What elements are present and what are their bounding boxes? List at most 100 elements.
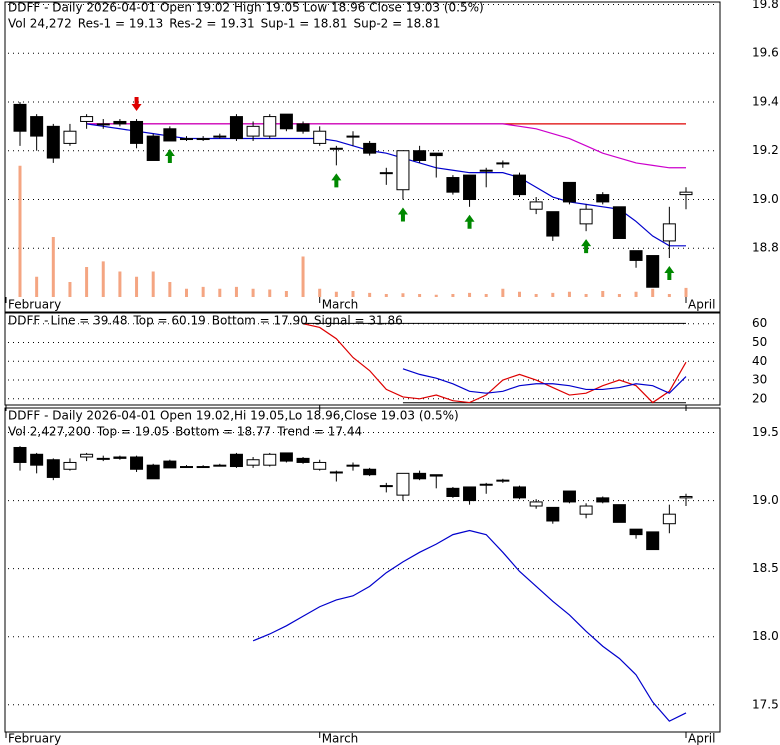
volume-bar	[617, 294, 621, 297]
legend-entry: Res-1 = 19.13	[78, 17, 163, 31]
y-tick-label: 60	[752, 316, 767, 330]
volume-bar	[18, 165, 22, 297]
candle-body	[30, 116, 44, 137]
volume-bar	[185, 288, 188, 297]
candle-body	[96, 123, 110, 126]
candle-body	[46, 459, 60, 478]
buy-arrow	[664, 265, 675, 280]
candle-body	[46, 125, 60, 159]
volume-bar	[251, 288, 255, 297]
legend-entry: Top = 60.19	[132, 314, 205, 328]
volume-bar	[418, 294, 422, 297]
volume-bar	[284, 291, 288, 297]
indicator-line	[86, 123, 686, 169]
candle-body	[346, 464, 360, 467]
y-tick-label: 19.6	[752, 46, 779, 60]
candle-body	[496, 162, 510, 165]
volume-bar	[368, 292, 372, 297]
candle-body	[246, 125, 260, 137]
candle-body	[313, 130, 327, 144]
volume-bar	[434, 294, 438, 297]
y-tick-label: 19.5	[752, 425, 779, 439]
candle-body	[629, 528, 643, 536]
volume-bar	[401, 293, 405, 297]
candle-body	[396, 150, 410, 191]
x-tick-label: April	[688, 298, 715, 312]
candle-body	[562, 490, 576, 503]
price-panel-frame	[4, 1, 721, 313]
candle-body	[679, 191, 693, 196]
candle-body	[279, 113, 293, 130]
candle-body	[229, 116, 243, 140]
candle-body	[646, 255, 660, 288]
panel-title: DDFF -	[8, 314, 48, 328]
volume-bar	[667, 294, 671, 297]
legend-entry: Bottom = 18.77	[175, 425, 271, 439]
candle-body	[612, 504, 626, 523]
candle-body	[579, 505, 593, 515]
candle-body	[429, 152, 443, 157]
volume-bar	[218, 288, 222, 297]
candle-body	[479, 169, 493, 172]
legend-entry: Sup-1 = 18.81	[261, 17, 348, 31]
candle-body	[296, 457, 310, 463]
y-tick-label: 18.0	[752, 629, 779, 643]
legend-entry: Vol 24,272	[8, 17, 72, 31]
volume-bar	[468, 292, 472, 297]
y-tick-label: 19.4	[752, 94, 779, 108]
candle-body	[329, 471, 343, 474]
candle-body	[429, 474, 443, 477]
volume-bar	[351, 291, 355, 297]
y-tick-label: 19.0	[752, 493, 779, 507]
candle-body	[363, 468, 377, 476]
candle-body	[63, 461, 77, 470]
volume-bar	[234, 286, 238, 297]
candle-body	[346, 135, 360, 138]
volume-bar	[68, 282, 72, 297]
candle-body	[279, 452, 293, 462]
candle-body	[379, 485, 393, 488]
candle-body	[213, 135, 227, 138]
candle-body	[146, 135, 160, 161]
indicator-line	[252, 529, 687, 722]
candle-body	[63, 130, 77, 144]
candle-body	[496, 479, 510, 482]
candle-body	[30, 453, 44, 466]
candle-body	[479, 483, 493, 486]
indicator-line	[302, 323, 687, 404]
candle-body	[313, 461, 327, 470]
y-tick-label: 19.2	[752, 143, 779, 157]
candle-body	[396, 472, 410, 496]
volume-bar	[451, 294, 455, 297]
candle-body	[662, 223, 676, 242]
candle-body	[579, 208, 593, 225]
candle-body	[80, 116, 94, 122]
volume-bar	[201, 286, 205, 297]
panel-title: DDFF - Daily 2026-04-01 Open 19.02,Hi 19…	[8, 409, 459, 423]
candle-body	[113, 456, 127, 459]
candle-body	[513, 174, 526, 196]
candle-body	[263, 116, 277, 137]
y-tick-label: 20	[752, 391, 767, 405]
candle-body	[596, 497, 610, 503]
candle-body	[529, 501, 543, 507]
volume-bar	[334, 291, 338, 297]
y-tick-label: 18.8	[752, 241, 779, 255]
y-tick-label: 40	[752, 354, 767, 368]
candle-body	[546, 211, 560, 237]
x-tick-label: March	[322, 298, 359, 312]
y-tick-label: 19.0	[752, 192, 779, 206]
oscillator-panel-frame	[4, 312, 721, 406]
candle-body	[80, 453, 94, 458]
candle-body	[446, 487, 460, 497]
candle-body	[629, 250, 643, 261]
volume-bar	[35, 276, 39, 297]
candle-body	[246, 459, 260, 466]
x-tick-label: February	[8, 298, 61, 312]
candle-body	[229, 453, 243, 468]
buy-arrow	[397, 207, 408, 222]
volume-bar	[534, 294, 538, 297]
volume-bar	[601, 291, 605, 297]
y-tick-label: 18.5	[752, 561, 779, 575]
candle-body	[196, 138, 210, 141]
